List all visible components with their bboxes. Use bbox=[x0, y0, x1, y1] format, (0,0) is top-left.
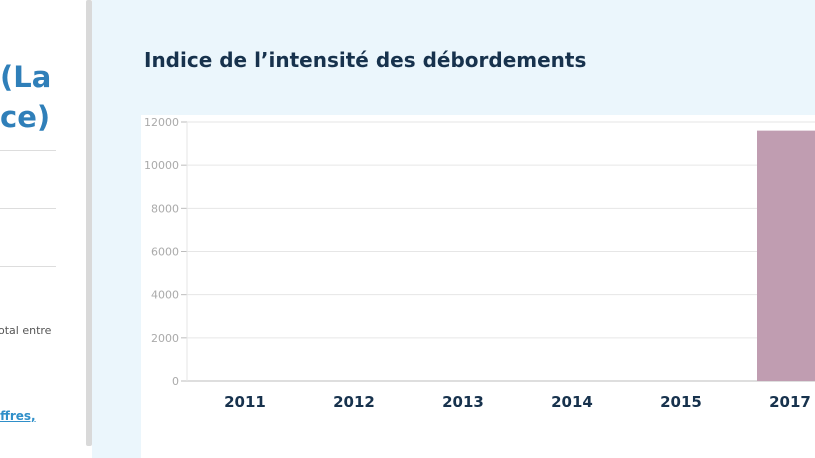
y-tick-label: 4000 bbox=[151, 289, 179, 302]
x-tick-label: 2012 bbox=[333, 393, 375, 411]
x-tick-label: 2013 bbox=[442, 393, 484, 411]
y-tick-label: 12000 bbox=[144, 116, 179, 129]
sidebar-divider bbox=[0, 150, 56, 151]
main-content: Indice de l’intensité des débordements 0… bbox=[92, 0, 815, 458]
x-tick-label: 2014 bbox=[551, 393, 593, 411]
y-tick-label: 2000 bbox=[151, 332, 179, 345]
chart-title: Indice de l’intensité des débordements bbox=[144, 48, 587, 72]
sidebar-link[interactable]: iffres, bbox=[0, 409, 36, 423]
sidebar-title: (La ce) bbox=[0, 57, 86, 137]
scrollbar[interactable] bbox=[86, 0, 92, 446]
bar-2017[interactable] bbox=[757, 130, 815, 381]
x-tick-label: 2015 bbox=[660, 393, 702, 411]
x-tick-label: 2011 bbox=[224, 393, 266, 411]
y-tick-label: 10000 bbox=[144, 159, 179, 172]
sidebar-title-line-2: ce) bbox=[0, 100, 51, 134]
sidebar-divider bbox=[0, 266, 56, 267]
y-tick-label: 6000 bbox=[151, 246, 179, 259]
bar-chart: 0 2000 4000 6000 8000 10000 12000 2011 2012 2013 2… bbox=[144, 116, 815, 411]
x-tick-label: 2017 bbox=[769, 393, 811, 411]
y-tick-label: 0 bbox=[172, 375, 179, 388]
sidebar-divider bbox=[0, 208, 56, 209]
y-tick-label: 8000 bbox=[151, 202, 179, 215]
sidebar-title-line-1: (La bbox=[0, 60, 52, 94]
sidebar-text-2: otal entre bbox=[0, 324, 52, 337]
chart-panel: 0 2000 4000 6000 8000 10000 12000 2011 2012 2013 2… bbox=[141, 115, 815, 458]
